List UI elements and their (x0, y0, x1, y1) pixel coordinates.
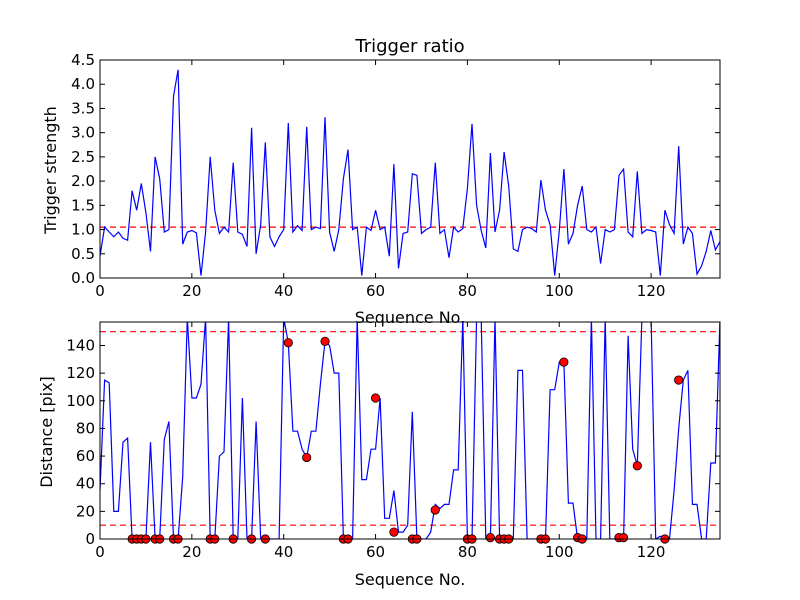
chart0-xtick-label: 20 (182, 282, 201, 300)
chart2-plot-area (100, 322, 720, 544)
chart1-marker-point (370, 393, 381, 403)
chart0-ytick-label: 0.0 (71, 269, 95, 287)
chart0-ytick-label: 0.5 (71, 245, 95, 263)
chart1-marker-point (389, 527, 399, 537)
chart1-ytick-label: 140 (66, 336, 95, 354)
chart0-ytick-label: 3.0 (71, 124, 95, 142)
chart0-ytick-label: 4.0 (71, 75, 95, 93)
chart1-title: Trigger ratio (354, 36, 464, 57)
chart2-xlabel: Sequence No. (355, 570, 466, 589)
chart0-xtick-label: 0 (95, 282, 105, 300)
chart2-ylabel: Distance [pix] (37, 376, 56, 488)
chart0-xtick-label: 100 (545, 282, 574, 300)
chart0-ytick-label: 2.0 (71, 172, 95, 190)
chart0-xtick-label: 40 (274, 282, 293, 300)
chart0-frame (99, 59, 721, 279)
chart1-ytick-label: 100 (66, 392, 95, 410)
chart0-ytick-label: 3.5 (71, 99, 95, 117)
chart1-plot-inner (100, 322, 720, 539)
chart1-plot-area (100, 69, 720, 277)
chart1-ytick-label: 0 (85, 530, 95, 548)
chart1-xtick-label: 60 (366, 543, 385, 561)
chart1-ytick-label: 80 (76, 419, 95, 437)
chart2-distance: 0 20 40 60 80 100 120 0 20 40 60 80 100 120 140 (66, 321, 721, 561)
chart1-marker-point (559, 357, 569, 367)
chart2-axes: 0 20 40 60 80 100 120 0 20 40 60 80 100 120 140 (66, 321, 721, 561)
chart1-xtick-label: 0 (95, 543, 105, 561)
chart1-marker-point (430, 505, 440, 515)
chart1-ytick-label: 60 (76, 447, 95, 465)
chart0-plot-inner (100, 69, 720, 277)
chart0-ytick-label: 1.0 (71, 221, 95, 239)
chart1-marker-point (618, 533, 629, 543)
chart0-xtick-label: 60 (366, 282, 385, 300)
chart1-ytick-label: 20 (76, 502, 95, 520)
chart1-xtick-label: 40 (274, 543, 293, 561)
chart1-marker-point (283, 338, 293, 348)
chart1-ytick-label: 120 (66, 364, 95, 382)
chart0-ytick-label: 2.5 (71, 148, 95, 166)
chart1-axes: 0 20 40 60 80 100 120 0.0 0.5 1.0 1.5 2.0 2.5 3.0 3.5 4… (71, 51, 721, 300)
chart1-marker-point (320, 336, 330, 346)
chart1-marker-point (674, 375, 684, 385)
chart1-xtick-label: 80 (458, 543, 477, 561)
chart1-xlabel: Sequence No. (355, 308, 466, 327)
chart1-marker-point (302, 452, 312, 463)
chart1-frame (99, 321, 721, 540)
chart0-xtick-label: 120 (637, 282, 666, 300)
chart1-marker-point (632, 461, 642, 471)
chart1-series-line (100, 322, 720, 539)
chart1-xtick-label: 20 (182, 543, 201, 561)
chart1-xtick-label: 120 (637, 543, 666, 561)
chart0-ytick-label: 1.5 (71, 196, 95, 214)
chart1-trigger-ratio: 0 20 40 60 80 100 120 0.0 0.5 1.0 1.5 2.0 2.5 3.0 3.5 4… (71, 51, 721, 300)
chart1-marker-point (485, 533, 495, 543)
chart1-ylabel: Trigger strength (41, 106, 60, 235)
chart0-ytick-label: 4.5 (71, 51, 95, 69)
chart0-xtick-label: 80 (458, 282, 477, 300)
chart1-xtick-label: 100 (545, 543, 574, 561)
chart0-series-line (100, 69, 720, 277)
chart1-ytick-label: 40 (76, 475, 95, 493)
